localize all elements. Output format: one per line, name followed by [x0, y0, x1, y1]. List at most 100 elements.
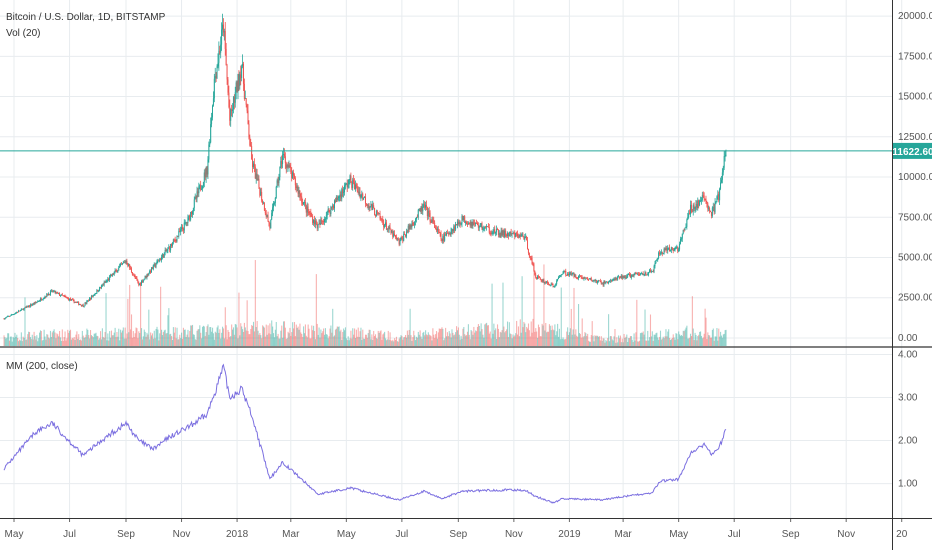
volume-bar	[491, 283, 493, 346]
volume-bar	[373, 330, 375, 346]
volume-bar	[375, 338, 377, 346]
candle-body	[713, 207, 715, 212]
volume-bar	[88, 335, 90, 346]
volume-bar	[194, 339, 196, 346]
candle-body	[80, 304, 82, 306]
volume-bar	[444, 338, 446, 346]
volume-bar	[229, 337, 231, 346]
volume-bar	[665, 329, 667, 346]
volume-bar	[710, 337, 713, 346]
volume-bar	[345, 338, 347, 346]
volume-bar	[484, 324, 486, 346]
volume-bar	[509, 333, 511, 346]
candle-body	[283, 154, 285, 155]
candle-body	[490, 233, 492, 235]
volume-indicator-label[interactable]: Vol (20)	[6, 28, 41, 39]
candle-body	[155, 264, 157, 267]
volume-bar	[445, 336, 448, 346]
time-axis-tick-label: 20	[896, 529, 908, 540]
volume-bar	[310, 338, 312, 346]
candle-body	[644, 272, 646, 275]
volume-bar	[318, 327, 320, 346]
volume-bar	[532, 318, 534, 346]
candle-body	[303, 202, 305, 205]
candle-body	[706, 202, 708, 204]
candle-body	[562, 272, 564, 275]
candle-body	[418, 209, 420, 210]
candle-body	[529, 256, 531, 258]
candle-body	[387, 228, 389, 230]
candle-body	[690, 204, 692, 212]
candle-body	[460, 223, 462, 225]
volume-bar	[407, 334, 409, 346]
candle-body	[722, 167, 724, 173]
volume-bar	[600, 336, 602, 346]
candle-body	[385, 222, 387, 230]
candle-body	[567, 274, 569, 276]
candle-body	[411, 222, 413, 228]
candle-body	[415, 216, 417, 220]
volume-bar	[558, 328, 560, 346]
candle-body	[151, 267, 153, 270]
volume-bar	[186, 334, 188, 346]
candle-body	[35, 301, 37, 303]
candle-body	[215, 76, 217, 79]
candle-body	[663, 248, 665, 254]
volume-bar	[379, 331, 381, 346]
volume-bar	[259, 333, 261, 346]
volume-bar	[181, 332, 183, 346]
candle-body	[29, 304, 31, 307]
candle-body	[254, 166, 256, 179]
candle-body	[408, 225, 410, 230]
candle-body	[329, 212, 331, 215]
candle-body	[578, 275, 580, 279]
candle-body	[496, 229, 498, 230]
candle-body	[237, 74, 239, 92]
candle-body	[144, 275, 146, 279]
candle-body	[279, 166, 281, 177]
candle-body	[566, 274, 568, 276]
volume-bar	[271, 320, 273, 346]
candle-body	[587, 278, 589, 280]
candle-body	[140, 280, 142, 285]
candle-body	[632, 275, 634, 277]
candle-body	[275, 186, 277, 198]
volume-bar	[720, 335, 723, 346]
candle-body	[75, 301, 77, 303]
candle-body	[661, 251, 663, 254]
volume-bar	[343, 328, 345, 346]
last-price-tag[interactable]	[893, 142, 932, 159]
volume-bar	[317, 334, 319, 346]
candle-body	[393, 233, 395, 237]
candle-body	[226, 65, 228, 80]
volume-bar	[339, 331, 341, 346]
candle-body	[71, 299, 73, 301]
candle-body	[313, 219, 315, 225]
volume-bar	[74, 339, 76, 346]
candle-body	[635, 272, 637, 274]
volume-bar	[251, 325, 253, 346]
volume-bar	[520, 332, 522, 346]
candle-body	[437, 228, 439, 232]
moving-average-indicator-label[interactable]: MM (200, close)	[6, 361, 78, 372]
volume-bar	[72, 338, 74, 346]
volume-bar	[356, 336, 358, 346]
candle-body	[368, 205, 370, 209]
symbol-title[interactable]: Bitcoin / U.S. Dollar, 1D, BITSTAMP	[6, 12, 166, 23]
candle-body	[341, 189, 343, 199]
volume-bar	[432, 328, 434, 346]
candle-body	[82, 304, 84, 307]
candle-body	[252, 159, 254, 167]
volume-bar	[354, 328, 356, 346]
candle-body	[18, 310, 20, 312]
volume-bar	[499, 331, 501, 346]
candle-body	[339, 194, 341, 197]
candle-body	[116, 270, 118, 273]
volume-bar	[566, 331, 568, 346]
candle-body	[39, 300, 41, 302]
candle-body	[601, 283, 603, 285]
volume-bar	[249, 334, 251, 346]
